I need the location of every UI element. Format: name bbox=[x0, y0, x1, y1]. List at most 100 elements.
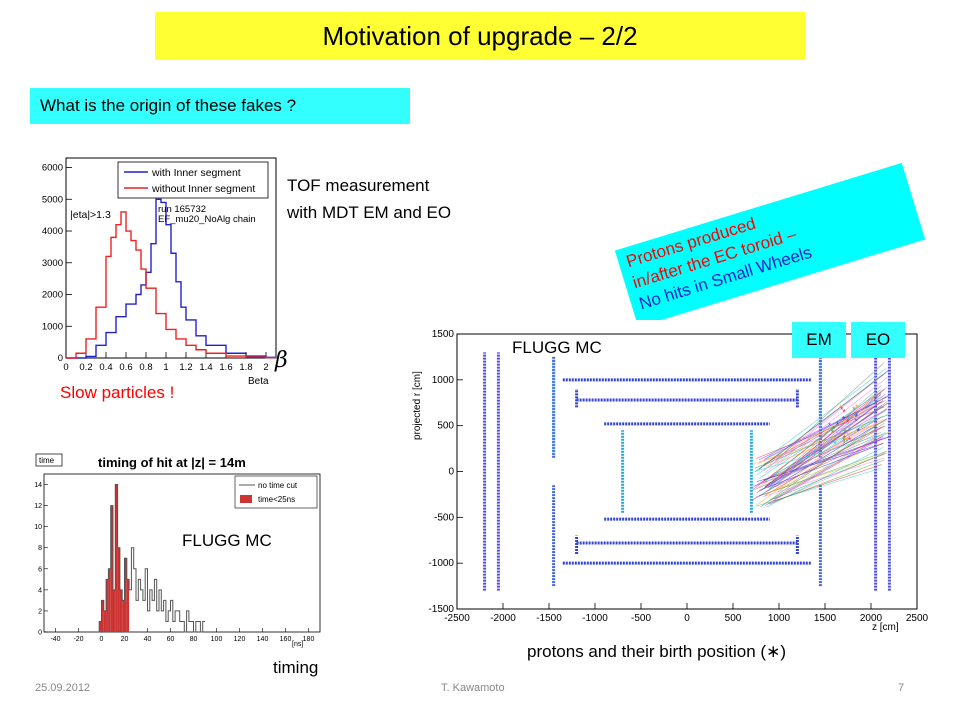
timing-y-tick-label: 14 bbox=[34, 482, 42, 489]
timing-x-tick-label: 100 bbox=[211, 636, 223, 643]
legend-without-inner-segment: without Inner segment bbox=[151, 183, 255, 195]
birth-marker: * bbox=[845, 437, 849, 447]
proton-track bbox=[760, 422, 881, 508]
proton-track bbox=[762, 457, 884, 498]
proton-track bbox=[774, 435, 884, 500]
proton-track bbox=[763, 374, 884, 472]
rz-y-ticks: -1500 -1000 -500 0 500 1000 1500 bbox=[428, 329, 463, 615]
birth-marker: * bbox=[844, 436, 848, 446]
birth-marker: * bbox=[829, 426, 833, 436]
chain-annotation: EF_mu20_NoAlg chain bbox=[158, 214, 256, 225]
rz-x-tick-label: 1500 bbox=[814, 613, 837, 624]
timing-bar bbox=[101, 600, 104, 632]
rz-x-tick-label: 500 bbox=[725, 613, 742, 624]
rz-y-tick-label: 1000 bbox=[432, 375, 455, 386]
em-tag: EM bbox=[792, 322, 846, 358]
timing-title: timing of hit at |z| = 14m bbox=[98, 455, 246, 470]
flugg-bottom-label: FLUGG MC bbox=[182, 531, 272, 550]
timing-bar bbox=[126, 579, 130, 632]
timing-bar bbox=[113, 589, 116, 632]
proton-track bbox=[764, 377, 888, 473]
birth-marker: * bbox=[840, 405, 844, 415]
legend-with-inner-segment: with Inner segment bbox=[151, 167, 241, 179]
footer-page: 7 bbox=[898, 682, 905, 694]
beta-x-tick-label: 2 bbox=[263, 362, 268, 373]
timing-x-tick-label: 160 bbox=[280, 636, 292, 643]
beta-x-tick-label: 0 bbox=[63, 362, 68, 373]
timing-y-tick-label: 10 bbox=[34, 524, 42, 531]
rz-x-tick-label: 2500 bbox=[906, 613, 929, 624]
rz-proton-tracks: ******* ***************** ****** bbox=[751, 362, 890, 508]
legend-time-cut: time<25ns bbox=[258, 495, 295, 504]
beta-y-tick-label: 5000 bbox=[42, 194, 63, 205]
timing-y-tick-label: 12 bbox=[34, 503, 42, 510]
timing-bar bbox=[108, 568, 111, 632]
timing-y-tick-label: 8 bbox=[38, 545, 42, 552]
timing-bar bbox=[122, 600, 125, 632]
rz-x-tick-label: -500 bbox=[631, 613, 651, 624]
birth-marker: * bbox=[831, 434, 835, 444]
birth-caption: protons and their birth position (∗) bbox=[527, 642, 786, 661]
beta-y-tick-label: 2000 bbox=[42, 290, 63, 301]
birth-marker: * bbox=[839, 403, 843, 413]
birth-marker: * bbox=[847, 425, 851, 435]
timing-x-tick-label: 140 bbox=[257, 636, 269, 643]
proton-track bbox=[765, 392, 882, 488]
tof-line2: with MDT EM and EO bbox=[287, 203, 452, 222]
tof-line1: TOF measurement bbox=[287, 176, 430, 195]
timing-histogram: time timing of hit at |z| = 14m 0 2 4 6 8 10 1… bbox=[34, 453, 321, 648]
birth-marker: * bbox=[836, 430, 840, 440]
proton-track bbox=[777, 418, 884, 478]
beta-y-tick-label: 0 bbox=[58, 353, 63, 364]
series-with-inner-segment bbox=[66, 198, 276, 359]
proton-track bbox=[752, 389, 885, 490]
run-annotation: run 165732 bbox=[158, 204, 206, 215]
timing-x-tick-label: 20 bbox=[121, 636, 129, 643]
timing-y-tick-label: 2 bbox=[38, 608, 42, 615]
rz-x-label: z [cm] bbox=[872, 622, 899, 633]
birth-marker: * bbox=[836, 420, 840, 430]
beta-y-tick-label: 4000 bbox=[42, 226, 63, 237]
birth-marker: * bbox=[843, 439, 847, 449]
timing-bar bbox=[124, 558, 127, 632]
rz-frame bbox=[456, 333, 918, 610]
em-tag-text: EM bbox=[806, 330, 832, 349]
proton-track bbox=[754, 372, 886, 472]
proton-track bbox=[768, 459, 885, 505]
timing-histogram-panel: time timing of hit at |z| = 14m 0 2 4 6 8 10 1… bbox=[30, 450, 330, 650]
birth-marker: * bbox=[832, 425, 836, 435]
slide-title: Motivation of upgrade – 2/2 bbox=[155, 12, 805, 60]
birth-marker: * bbox=[852, 405, 856, 415]
timing-x-tick-label: -20 bbox=[73, 636, 83, 643]
beta-y-tick-label: 6000 bbox=[42, 163, 63, 174]
birth-marker: * bbox=[854, 412, 858, 422]
timing-stat-box bbox=[35, 453, 63, 467]
timing-stat-label: time bbox=[39, 456, 55, 465]
timing-x-unit: [ns] bbox=[292, 641, 303, 648]
rz-plot-panel: -1500 -1000 -500 0 500 1000 1500 -2500 -2000 -15… bbox=[402, 320, 932, 640]
flugg-top-label: FLUGG MC bbox=[512, 338, 602, 357]
proton-track bbox=[776, 394, 888, 478]
question-text: What is the origin of these fakes ? bbox=[40, 96, 297, 115]
timing-x-tick-label: -40 bbox=[50, 636, 60, 643]
rz-y-label: projected r [cm] bbox=[412, 371, 423, 440]
rz-x-tick-label: 0 bbox=[684, 613, 690, 624]
rz-y-tick-label: -500 bbox=[434, 512, 454, 523]
birth-marker: * bbox=[855, 403, 859, 413]
timing-bar bbox=[115, 484, 118, 632]
timing-bar bbox=[99, 621, 102, 632]
rz-y-tick-label: -1000 bbox=[428, 558, 454, 569]
birth-marker: * bbox=[847, 415, 851, 425]
timing-x-tick-label: 40 bbox=[144, 636, 152, 643]
proton-track bbox=[766, 442, 884, 495]
timing-x-tick-label: 80 bbox=[190, 636, 198, 643]
beta-x-ticks: 0 0.2 0.4 0.6 0.8 1 1.2 1.4 1.6 1.8 2 bbox=[63, 352, 269, 373]
birth-marker: * bbox=[848, 435, 852, 445]
question-box: What is the origin of these fakes ? bbox=[30, 88, 410, 124]
birth-marker: * bbox=[828, 421, 832, 431]
timing-bars-cut bbox=[99, 484, 130, 632]
eo-tag: EO bbox=[851, 322, 905, 358]
proton-track bbox=[758, 443, 884, 491]
proton-track bbox=[769, 452, 887, 501]
birth-marker: * bbox=[831, 428, 835, 438]
